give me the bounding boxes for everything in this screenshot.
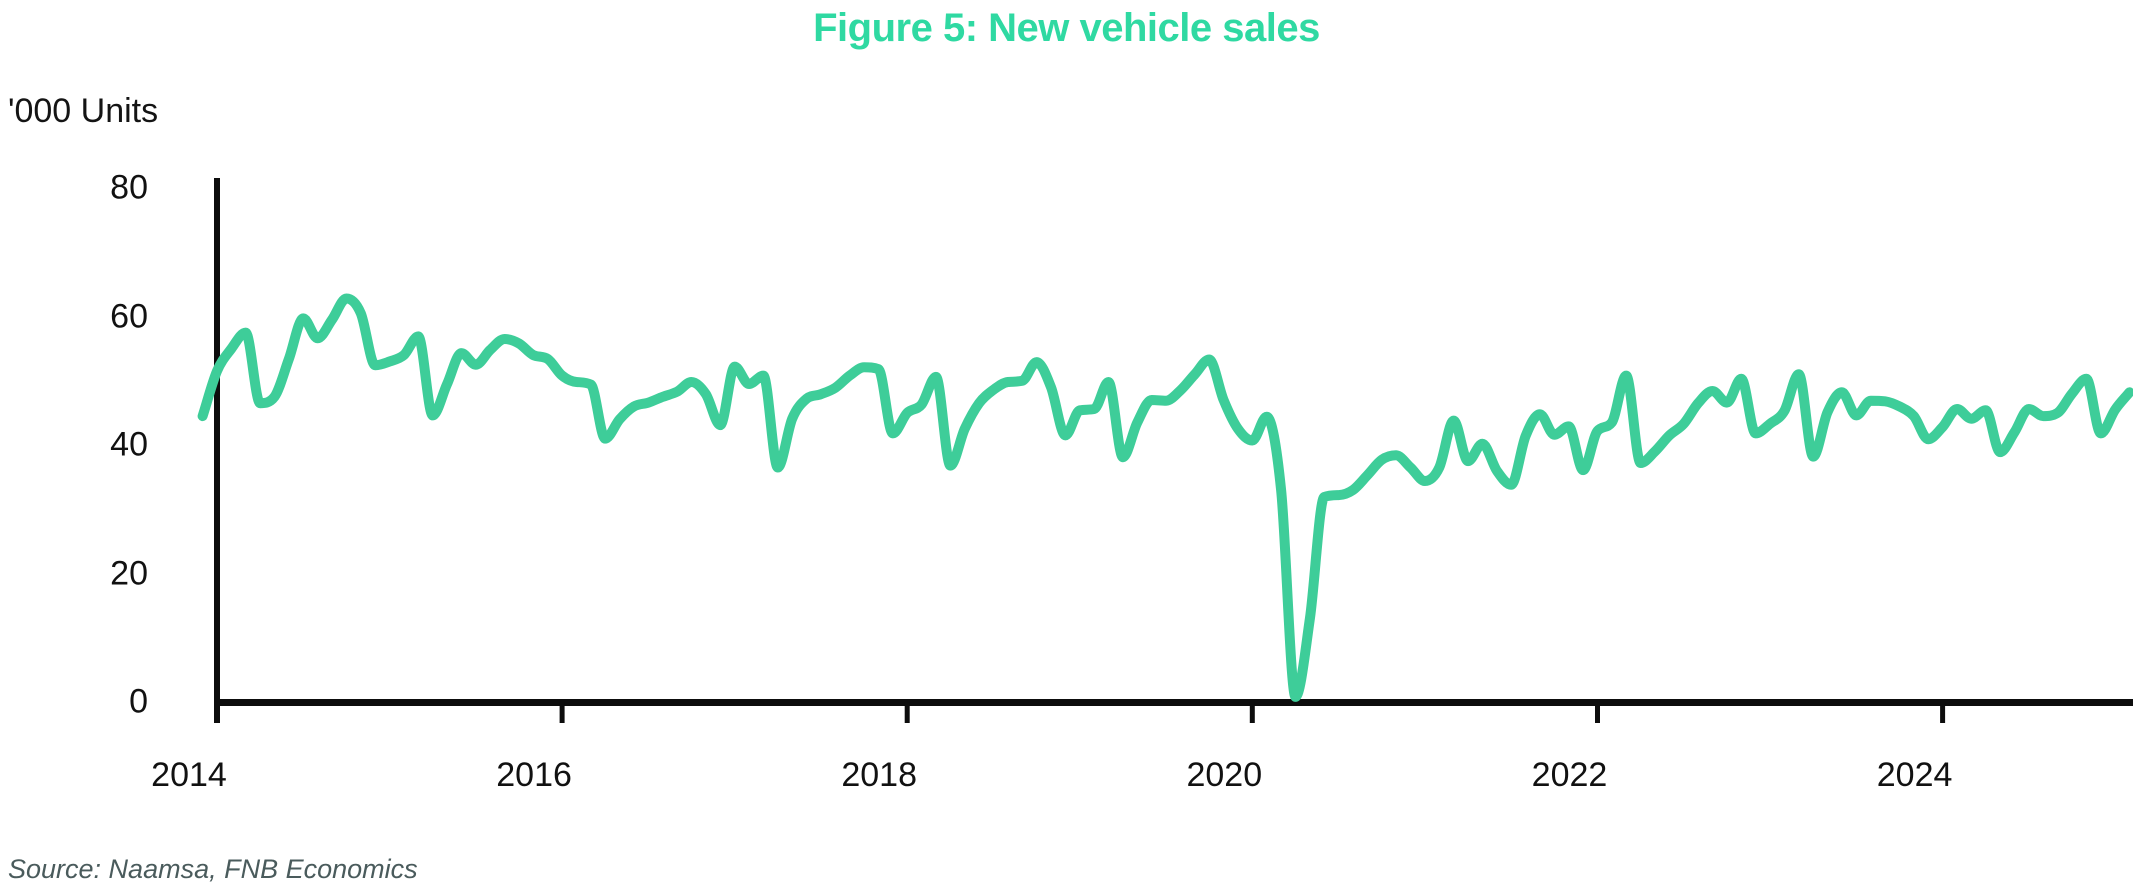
x-tick-2024	[1940, 702, 1946, 723]
y-axis-unit-label: '000 Units	[8, 92, 159, 130]
x-tick-label-2016: 2016	[496, 756, 572, 794]
x-tick-label-2018: 2018	[841, 756, 918, 794]
x-tick-label-2020: 2020	[1186, 756, 1263, 794]
x-axis-ticks	[214, 702, 1946, 723]
y-tick-label-40: 40	[110, 425, 148, 464]
y-tick-label-80: 80	[110, 168, 148, 207]
chart-title: Figure 5: New vehicle sales	[813, 6, 1320, 50]
sales-line	[197, 293, 2133, 702]
y-tick-label-20: 20	[110, 554, 148, 592]
source-note: Source: Naamsa, FNB Economics	[8, 854, 418, 884]
y-tick-label-60: 60	[110, 297, 148, 335]
x-axis-line	[214, 699, 2133, 706]
x-tick-2014	[214, 702, 220, 723]
x-tick-label-2022: 2022	[1531, 756, 1608, 794]
y-axis-line	[214, 178, 220, 723]
x-tick-2018	[904, 702, 910, 723]
x-tick-2020	[1249, 702, 1255, 723]
x-tick-label-2024: 2024	[1876, 756, 1953, 794]
x-tick-2016	[559, 702, 565, 723]
x-tick-2022	[1595, 702, 1600, 723]
x-tick-label-2014: 2014	[151, 756, 227, 794]
axes	[214, 178, 2133, 723]
y-tick-label-0: 0	[129, 682, 148, 721]
